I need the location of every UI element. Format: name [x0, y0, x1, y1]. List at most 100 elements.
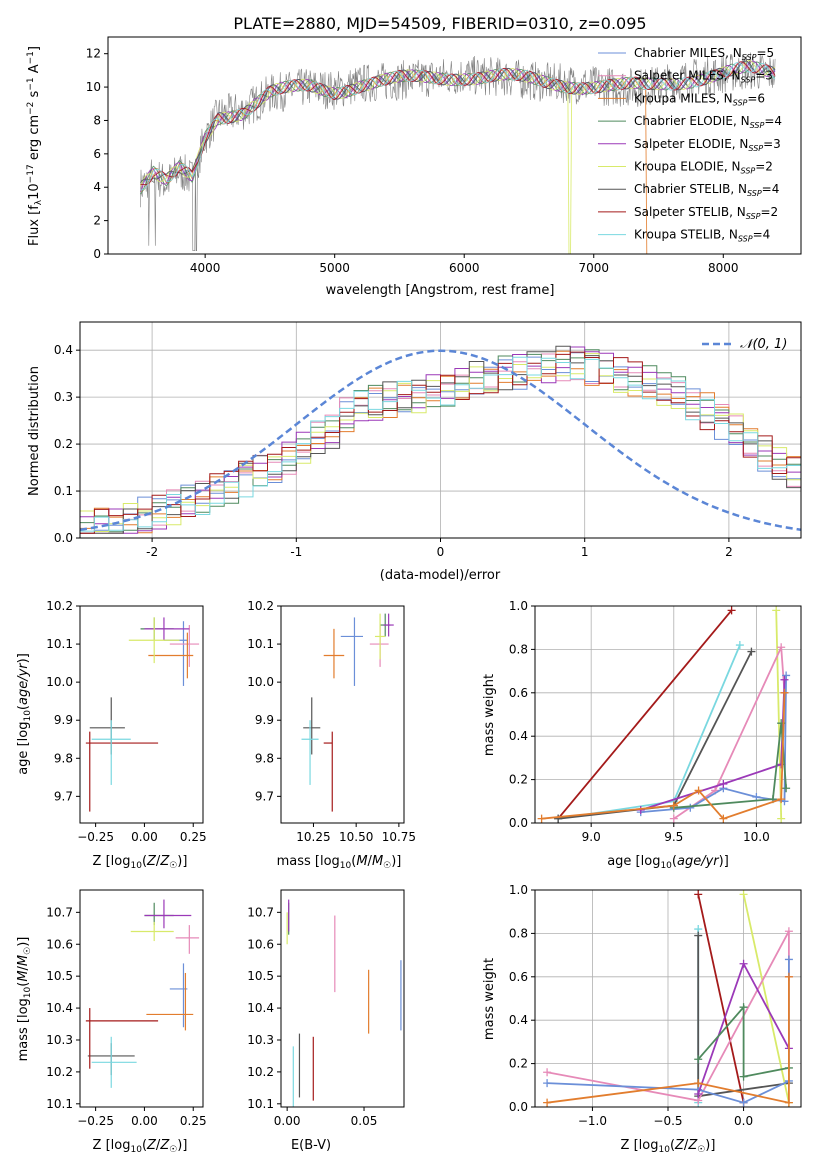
- weight-line-chabrier-elodie: [697, 1004, 790, 1078]
- x-tick-label: 9.5: [664, 830, 683, 844]
- y-tick-label: 0.8: [509, 642, 528, 656]
- weight-line-kroupa-elodie: [775, 610, 783, 819]
- axes-frame: [79, 605, 204, 824]
- model-spectrum-chabrier-elodie: [140, 61, 776, 195]
- weight-marker-chabrier-elodie: [739, 1072, 748, 1081]
- x-tick-label: 5000: [319, 261, 350, 275]
- weight-line-salpeter-stelib: [557, 609, 733, 820]
- x-tick-label: 0.00: [131, 830, 158, 844]
- y-tick-label: 9.7: [255, 789, 274, 803]
- y-tick-label: 10.6: [247, 937, 274, 951]
- x-tick-label: 0.25: [180, 1114, 207, 1128]
- weight-marker-chabrier-elodie: [739, 1003, 748, 1012]
- weight-marker-kroupa-miles: [784, 972, 793, 981]
- x-tick-label: 10.50: [339, 830, 373, 844]
- age-Z-ylabel: age [log10(age/yr)]: [16, 653, 33, 775]
- weight-marker-chabrier-stelib: [694, 931, 703, 940]
- weight-age-xlabel: age [log10(age/yr)]: [607, 854, 729, 871]
- y-tick-label: 0.6: [509, 686, 528, 700]
- gaussian-curve: [80, 349, 801, 532]
- weight-marker-kroupa-miles: [543, 1098, 552, 1107]
- y-tick-label: 10: [86, 80, 101, 94]
- weight-marker-salpeter-stelib: [694, 890, 703, 899]
- mass-vs-extinction-panel: 0.00 0.05 10.1 10.2 10.3 10.4 10.5 10.6 10.7 E(B…: [247, 889, 405, 1153]
- weight-line-chabrier-stelib: [557, 651, 753, 820]
- y-tick-label: 4: [93, 180, 101, 194]
- figure-title: PLATE=2880, MJD=54509, FIBERID=0310, z=0…: [233, 14, 646, 33]
- x-tick-label: 10.25: [296, 830, 330, 844]
- y-tick-label: 10.6: [46, 937, 73, 951]
- x-tick-label: −0.25: [77, 1114, 114, 1128]
- legend-label: Kroupa ELODIE, NSSP=2: [634, 160, 773, 176]
- spectrum-legend: Chabrier MILES, NSSP=5 Salpeter MILES, NS…: [598, 46, 782, 244]
- weight-marker-kroupa-miles: [694, 786, 703, 795]
- weight-line-salpeter-miles: [673, 646, 786, 820]
- y-tick-label: 9.8: [255, 751, 274, 765]
- y-tick-label: 10.0: [46, 675, 73, 689]
- y-tick-label: 10.2: [46, 1065, 73, 1079]
- weight-marker-salpeter-stelib: [727, 606, 736, 615]
- y-tick-label: 9.8: [54, 751, 73, 765]
- y-tick-label: 10.1: [46, 1097, 73, 1111]
- spectrum-panel: 4000 5000 6000 7000 8000 0 2 4 6 8 10 12 wavelength…: [26, 36, 802, 298]
- weight-marker-kroupa-miles: [537, 814, 546, 823]
- y-tick-label: 10.4: [247, 1001, 274, 1015]
- y-tick-label: 0.2: [54, 437, 73, 451]
- legend-label: Salpeter STELIB, NSSP=2: [634, 205, 778, 221]
- residuals-panel: -2 -1 0 1 2 0.0 0.1 0.2 0.3 0.4 (data-model)/erro…: [27, 321, 802, 583]
- spectrum-xlabel: wavelength [Angstrom, rest frame]: [326, 283, 555, 298]
- legend-label: Kroupa STELIB, NSSP=4: [634, 228, 770, 244]
- x-tick-label: 2: [725, 545, 733, 559]
- weight-line-kroupa-elodie: [742, 894, 790, 1103]
- weight-marker-kroupa-miles: [777, 795, 786, 804]
- y-tick-label: 10.1: [46, 637, 73, 651]
- weight-marker-chabrier-miles: [782, 671, 791, 680]
- x-tick-label: −0.25: [77, 830, 114, 844]
- x-tick-label: −1.0: [578, 1114, 607, 1128]
- model-spectrum-salpeter-stelib: [140, 61, 776, 186]
- weight-marker-kroupa-elodie: [777, 814, 786, 823]
- weight-marker-kroupa-miles: [669, 801, 678, 810]
- y-tick-label: 0.0: [509, 816, 528, 830]
- x-tick-label: 7000: [578, 261, 609, 275]
- axes-frame: [534, 605, 802, 824]
- weight-line-salpeter-stelib: [697, 894, 745, 1103]
- plot-area: [80, 345, 801, 534]
- axes-frame: [79, 889, 204, 1108]
- residual-histogram-salpeter-miles: [80, 353, 801, 534]
- weight-marker-kroupa-elodie: [739, 890, 748, 899]
- y-tick-label: 9.9: [255, 713, 274, 727]
- plot-area: [85, 899, 200, 1088]
- weight-marker-kroupa-miles: [780, 688, 789, 697]
- y-tick-label: 0: [93, 247, 101, 261]
- y-tick-label: 10.2: [247, 599, 274, 613]
- y-tick-label: 6: [93, 147, 101, 161]
- x-tick-label: 4000: [190, 261, 221, 275]
- weight-marker-kroupa-miles: [694, 1079, 703, 1088]
- residual-histogram-salpeter-stelib: [80, 351, 801, 534]
- x-tick-label: 0.05: [351, 1114, 378, 1128]
- weight-marker-chabrier-miles: [784, 955, 793, 964]
- y-tick-label: 10.3: [247, 1033, 274, 1047]
- y-tick-label: 10.1: [247, 637, 274, 651]
- x-tick-label: 10.75: [382, 830, 416, 844]
- residual-histogram-chabrier-elodie: [80, 349, 801, 533]
- weight-marker-kroupa-stelib: [735, 641, 744, 650]
- weight-marker-chabrier-miles: [543, 1079, 552, 1088]
- gauss-legend-label: 𝒩(0, 1): [740, 337, 787, 352]
- y-tick-label: 10.2: [247, 1065, 274, 1079]
- plot-area: [301, 613, 394, 812]
- weight-Z-xlabel: Z [log10(Z/Z☉)]: [621, 1138, 716, 1155]
- weight-marker-kroupa-elodie: [772, 606, 781, 615]
- y-tick-label: 10.1: [247, 1097, 274, 1111]
- plot-area: [543, 890, 793, 1107]
- y-tick-label: 1.0: [509, 883, 528, 897]
- weight-line-chabrier-elodie: [673, 723, 787, 809]
- weight-line-kroupa-miles: [546, 976, 790, 1104]
- residuals-ylabel: Normed distribution: [27, 366, 42, 496]
- y-tick-label: 10.0: [247, 675, 274, 689]
- weight-marker-salpeter-elodie: [739, 959, 748, 968]
- age-Z-xlabel: Z [log10(Z/Z☉)]: [93, 854, 188, 871]
- y-tick-label: 0.2: [509, 773, 528, 787]
- plot-area: [139, 52, 776, 254]
